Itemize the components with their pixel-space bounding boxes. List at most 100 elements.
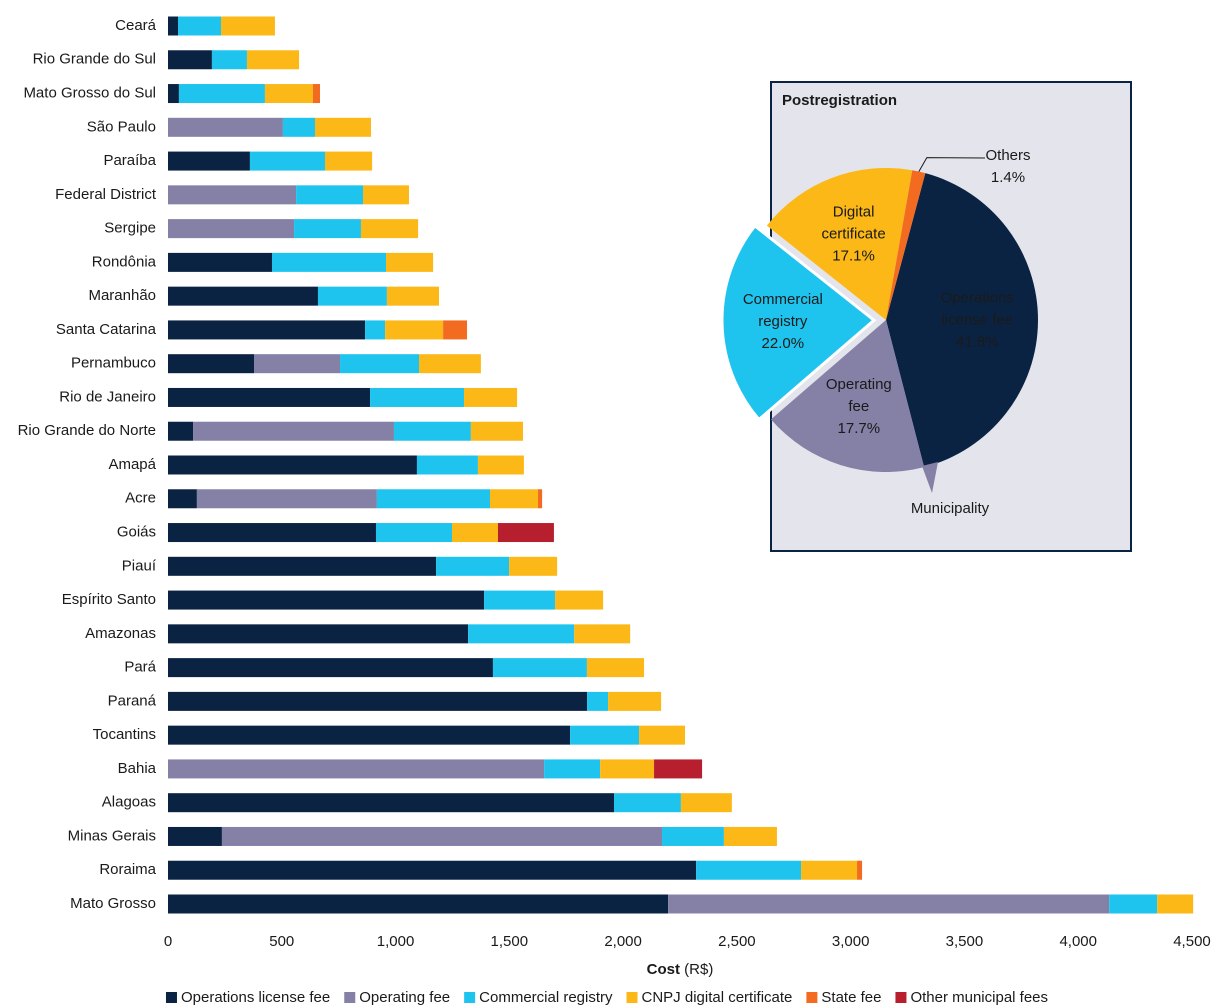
y-tick-label: Mato Grosso xyxy=(70,895,156,912)
legend-swatch xyxy=(626,992,638,1003)
bar-segment xyxy=(451,523,498,543)
bar-segment xyxy=(168,860,697,880)
bar-segment xyxy=(468,624,575,644)
legend-label: Commercial registry xyxy=(479,989,613,1006)
pie-label: Others xyxy=(985,147,1030,164)
pie-slice xyxy=(770,320,925,472)
pie-label: certificate xyxy=(821,226,885,243)
bar-segment xyxy=(168,252,272,272)
pie-annotation: Municipality xyxy=(911,500,990,517)
y-tick-label: Rondônia xyxy=(92,253,157,270)
bar-segment xyxy=(477,455,524,475)
bar-segment xyxy=(221,16,275,36)
bar-segment xyxy=(178,84,265,104)
bar-segment xyxy=(484,590,556,610)
x-axis-label: Cost (R$) xyxy=(647,961,714,978)
legend-swatch xyxy=(344,992,356,1003)
legend-label: Operating fee xyxy=(359,989,450,1006)
bar-segment xyxy=(168,691,588,711)
bar-segment xyxy=(497,523,554,543)
bar-segment xyxy=(723,826,777,846)
legend-label: CNPJ digital certificate xyxy=(642,989,793,1006)
bar-segment xyxy=(436,556,510,576)
bar-segment xyxy=(662,826,724,846)
bar-segment xyxy=(168,489,197,509)
bar-segment xyxy=(370,387,465,407)
leader-line xyxy=(918,157,986,172)
legend-label: State fee xyxy=(821,989,881,1006)
bar-segment xyxy=(271,252,386,272)
pie-label: Digital xyxy=(833,204,875,221)
bar-segment xyxy=(857,860,863,880)
pie-slice xyxy=(766,168,913,320)
bar-segment xyxy=(168,894,669,914)
x-tick-label: 4,000 xyxy=(1059,933,1097,950)
x-label-text: Cost xyxy=(647,961,680,978)
bar-segment xyxy=(587,691,609,711)
bar-segment xyxy=(168,421,194,441)
x-tick-label: 3,500 xyxy=(946,933,984,950)
y-tick-label: Federal District xyxy=(55,186,157,203)
bar-segment xyxy=(360,219,419,239)
bar-segment xyxy=(614,793,681,813)
pie-label: Operations xyxy=(941,289,1014,306)
y-tick-label: Goiás xyxy=(117,524,156,541)
bar-segment xyxy=(555,590,604,610)
y-tick-label: Amapá xyxy=(108,456,156,473)
bar-segment xyxy=(376,489,490,509)
y-tick-label: Paraíba xyxy=(103,152,156,169)
y-tick-label: Tocantins xyxy=(93,726,156,743)
bar-segment xyxy=(168,50,212,70)
bar-segment xyxy=(386,286,440,306)
x-tick-label: 2,000 xyxy=(604,933,642,950)
legend-swatch xyxy=(165,992,177,1003)
pie-title: Postregistration xyxy=(782,92,897,109)
bar-segment xyxy=(325,151,373,171)
legend: Operations license fee Operating fee Comme… xyxy=(165,989,1048,1006)
y-tick-label: Rio Grande do Sul xyxy=(33,51,156,68)
bar-segment xyxy=(196,489,377,509)
bar-segment xyxy=(363,185,409,205)
bar-segment xyxy=(443,320,468,340)
bar-segment xyxy=(680,793,732,813)
pie-label: Operating xyxy=(826,376,892,393)
bar-segment xyxy=(168,658,493,678)
bar-segment xyxy=(211,50,247,70)
x-tick-label: 3,000 xyxy=(832,933,870,950)
bar-segment xyxy=(168,759,545,779)
bar-segment xyxy=(168,590,485,610)
bar-segment xyxy=(470,421,523,441)
pie-label: registry xyxy=(758,313,808,330)
bar-segment xyxy=(464,387,518,407)
pie-value-label: 1.4% xyxy=(991,169,1025,186)
y-tick-label: Pará xyxy=(124,659,156,676)
x-tick-label: 1,000 xyxy=(377,933,415,950)
bar-segment xyxy=(168,354,255,374)
bar-segment xyxy=(570,725,640,745)
pie-slice xyxy=(886,170,926,320)
bar-segment xyxy=(696,860,802,880)
bar-segment xyxy=(168,84,179,104)
pie-slice xyxy=(720,223,877,422)
bar-segment xyxy=(489,489,539,509)
y-tick-label: Ceará xyxy=(115,17,157,34)
y-tick-label: Sergipe xyxy=(104,220,156,237)
y-tick-label: Santa Catarina xyxy=(56,321,157,338)
bar-segment xyxy=(254,354,341,374)
y-tick-label: São Paulo xyxy=(87,118,156,135)
y-tick-label: Rio de Janeiro xyxy=(59,388,156,405)
bar-segment xyxy=(168,793,615,813)
bar-segment xyxy=(393,421,471,441)
y-tick-label: Espírito Santo xyxy=(62,591,156,608)
legend-label: Other municipal fees xyxy=(910,989,1048,1006)
y-tick-label: Bahia xyxy=(118,760,157,777)
bar-segment xyxy=(1157,894,1194,914)
bar-segment xyxy=(221,826,663,846)
bar-segment xyxy=(315,117,371,137)
bar-segment xyxy=(416,455,478,475)
bar-segment xyxy=(340,354,419,374)
x-tick-label: 0 xyxy=(164,933,172,950)
bar-segment xyxy=(385,320,444,340)
bar-segment xyxy=(168,219,295,239)
